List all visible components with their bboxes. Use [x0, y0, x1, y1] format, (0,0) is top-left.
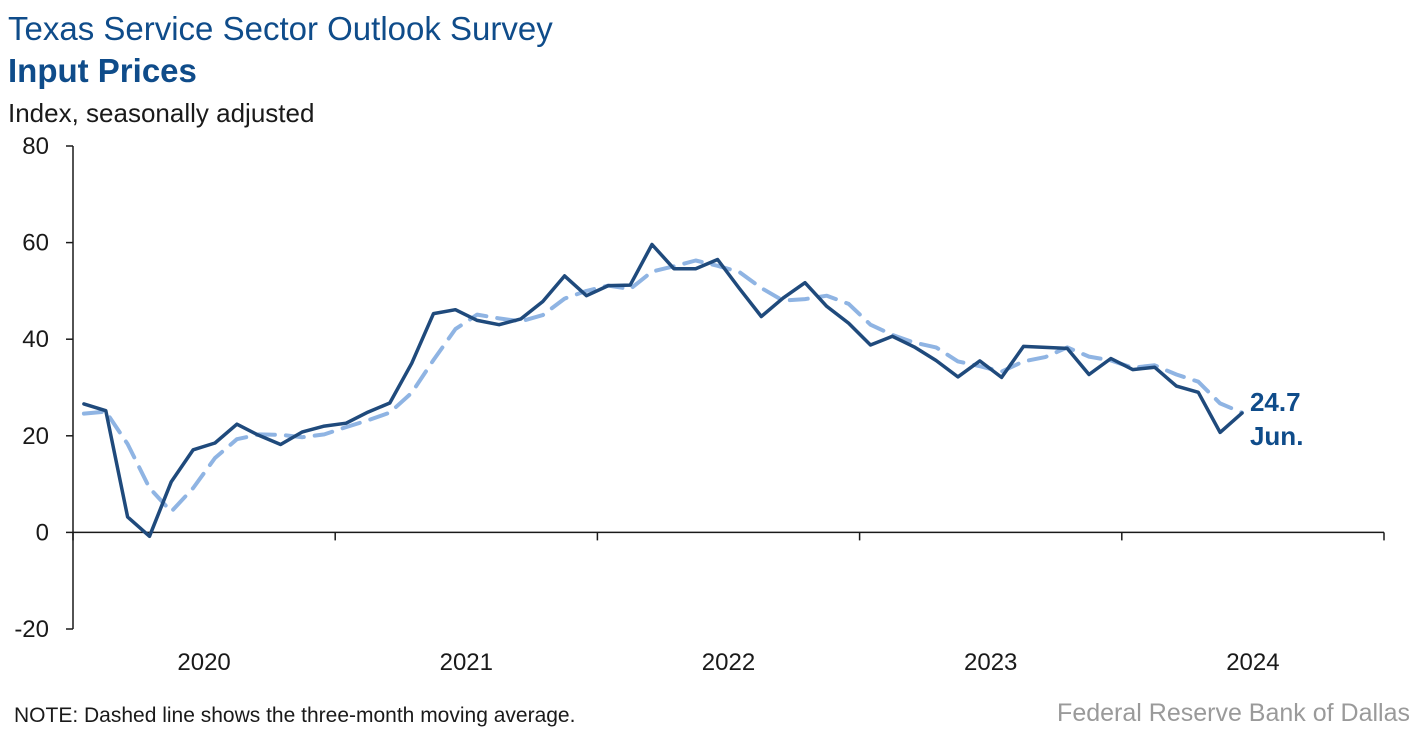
y-tick-label: 60 [22, 230, 49, 257]
x-tick-label: 2024 [1226, 649, 1279, 676]
moving-average-line [81, 258, 1244, 514]
last-month-label: Jun. [1250, 421, 1303, 451]
y-axis-units: Index, seasonally adjusted [8, 98, 315, 128]
x-tick-label: 2023 [964, 649, 1017, 676]
x-tick-label: 2020 [177, 649, 230, 676]
y-tick-label: 40 [22, 326, 49, 353]
y-tick-label: -20 [14, 616, 49, 643]
x-tick-label: 2022 [702, 649, 755, 676]
footnote: NOTE: Dashed line shows the three-month … [14, 704, 576, 727]
index-line [82, 242, 1244, 539]
x-tick-label: 2021 [440, 649, 493, 676]
y-tick-label: 80 [22, 133, 49, 160]
last-value-label: 24.7 [1250, 387, 1301, 417]
y-tick-label: 0 [36, 519, 49, 546]
chart-title: Texas Service Sector Outlook Survey [8, 10, 553, 47]
y-tick-label: 20 [22, 423, 49, 450]
source-credit: Federal Reserve Bank of Dallas [1057, 699, 1410, 727]
chart-subtitle: Input Prices [8, 52, 197, 89]
